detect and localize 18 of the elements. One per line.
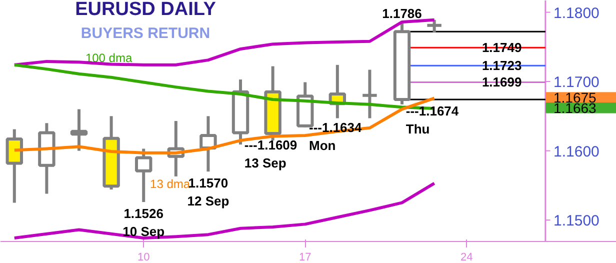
chart-title: EURUSD DAILY <box>75 0 216 20</box>
line-series <box>12 18 436 66</box>
x-tick-label: 24 <box>460 252 473 263</box>
candlestick <box>134 148 152 202</box>
y-tick-label: 1.1700 <box>554 74 600 92</box>
candlestick <box>361 70 378 118</box>
candlestick <box>70 109 88 151</box>
annotation: 1.1786 <box>382 6 422 21</box>
annotation: ---1.1674 Thu <box>406 104 460 137</box>
y-tick-label: 1.1500 <box>554 212 600 230</box>
candlestick <box>426 20 443 32</box>
x-tick-label: 17 <box>298 252 312 263</box>
x-tick-label: 10 <box>137 252 150 263</box>
y-tick-label: 1.1800 <box>554 4 600 22</box>
annotation: ---1.1609 13 Sep <box>244 138 298 171</box>
text: BUYERS RETURN <box>80 25 210 42</box>
series-label: 100 dma <box>85 50 132 65</box>
y-tick-label: 1.1600 <box>554 143 600 160</box>
